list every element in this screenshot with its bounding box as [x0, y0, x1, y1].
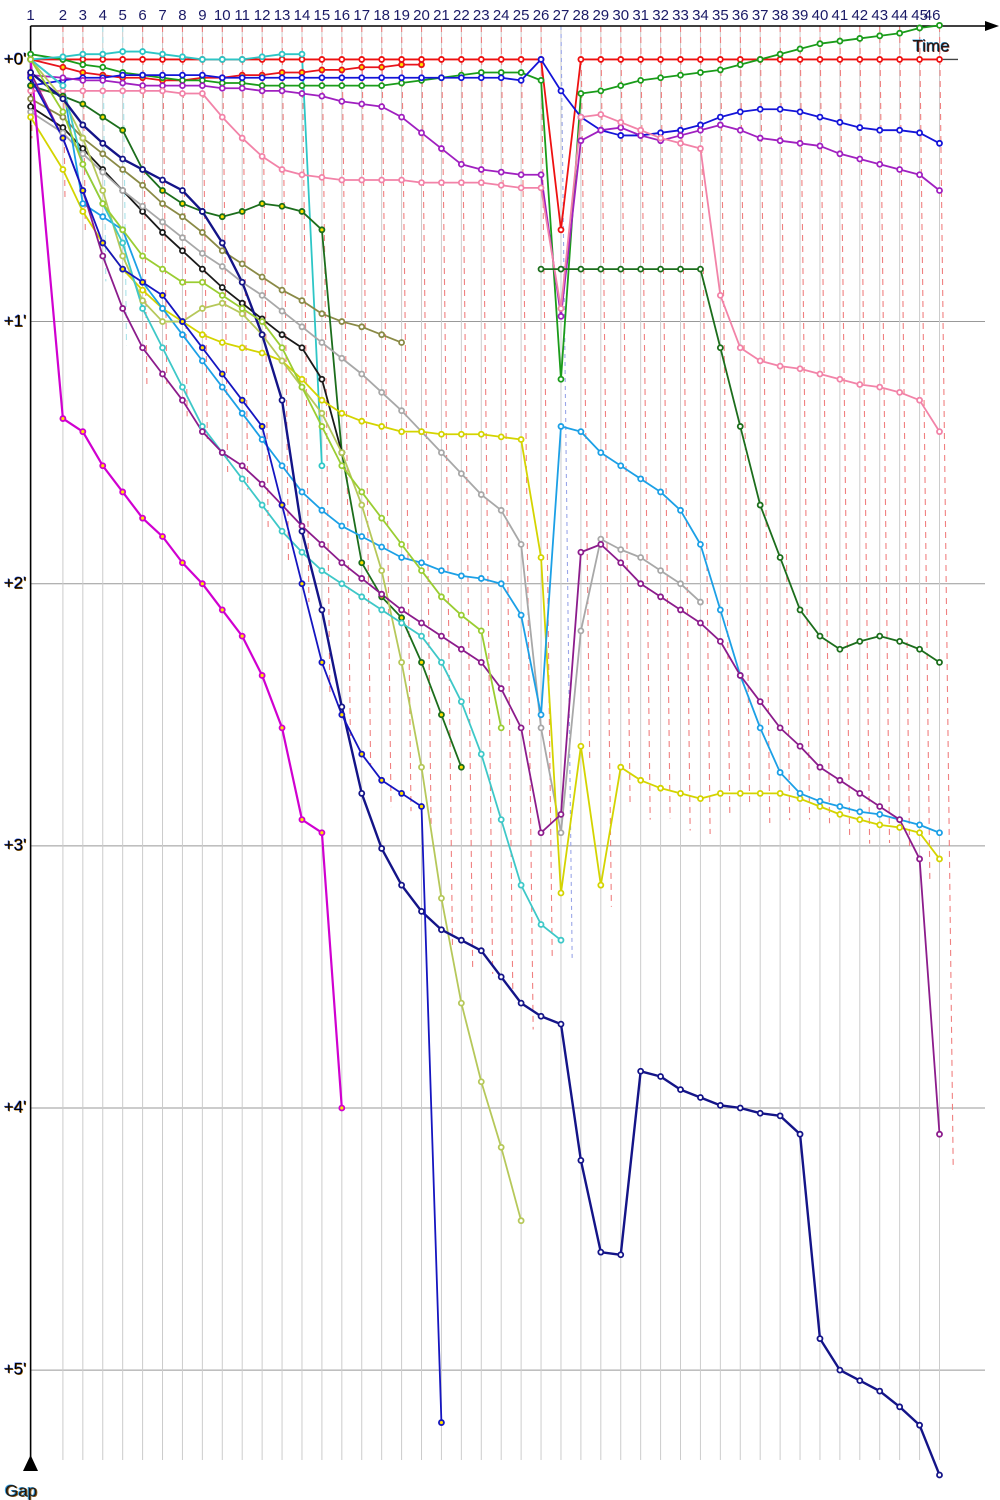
- svg-text:39: 39: [792, 7, 809, 24]
- svg-text:33: 33: [672, 7, 689, 24]
- svg-text:21: 21: [433, 7, 450, 24]
- svg-text:9: 9: [198, 7, 206, 24]
- svg-text:7: 7: [158, 7, 166, 24]
- svg-text:+0': +0': [4, 50, 27, 69]
- svg-text:18: 18: [373, 7, 390, 24]
- svg-text:27: 27: [553, 7, 570, 24]
- svg-text:5: 5: [118, 7, 126, 24]
- svg-text:23: 23: [473, 7, 490, 24]
- svg-text:26: 26: [533, 7, 550, 24]
- svg-text:Time: Time: [913, 37, 950, 56]
- svg-text:40: 40: [812, 7, 829, 24]
- svg-text:36: 36: [732, 7, 749, 24]
- svg-text:12: 12: [254, 7, 271, 24]
- svg-text:+4': +4': [4, 1098, 27, 1117]
- svg-text:14: 14: [294, 7, 311, 24]
- svg-text:31: 31: [632, 7, 649, 24]
- svg-text:25: 25: [513, 7, 530, 24]
- svg-text:2: 2: [59, 7, 67, 24]
- svg-text:22: 22: [453, 7, 470, 24]
- svg-text:10: 10: [214, 7, 231, 24]
- svg-text:+5': +5': [4, 1360, 27, 1379]
- svg-text:44: 44: [891, 7, 908, 24]
- svg-text:16: 16: [333, 7, 350, 24]
- svg-text:+3': +3': [4, 836, 27, 855]
- svg-text:29: 29: [592, 7, 609, 24]
- svg-text:+1': +1': [4, 312, 27, 331]
- svg-text:42: 42: [851, 7, 868, 24]
- svg-text:37: 37: [752, 7, 769, 24]
- svg-text:32: 32: [652, 7, 669, 24]
- svg-text:15: 15: [314, 7, 331, 24]
- svg-text:43: 43: [871, 7, 888, 24]
- svg-text:30: 30: [612, 7, 629, 24]
- svg-text:41: 41: [832, 7, 849, 24]
- svg-text:6: 6: [138, 7, 146, 24]
- svg-text:Gap: Gap: [5, 1482, 37, 1500]
- svg-text:20: 20: [413, 7, 430, 24]
- svg-text:35: 35: [712, 7, 729, 24]
- svg-text:28: 28: [573, 7, 590, 24]
- svg-text:1: 1: [26, 7, 34, 24]
- svg-text:3: 3: [79, 7, 87, 24]
- svg-text:11: 11: [234, 7, 250, 24]
- svg-text:19: 19: [393, 7, 410, 24]
- svg-text:17: 17: [353, 7, 370, 24]
- svg-text:13: 13: [274, 7, 291, 24]
- svg-text:+2': +2': [4, 574, 27, 593]
- svg-text:24: 24: [493, 7, 510, 24]
- svg-text:46: 46: [924, 7, 941, 24]
- svg-text:8: 8: [178, 7, 186, 24]
- svg-text:38: 38: [772, 7, 789, 24]
- svg-text:34: 34: [692, 7, 709, 24]
- svg-text:4: 4: [99, 7, 107, 24]
